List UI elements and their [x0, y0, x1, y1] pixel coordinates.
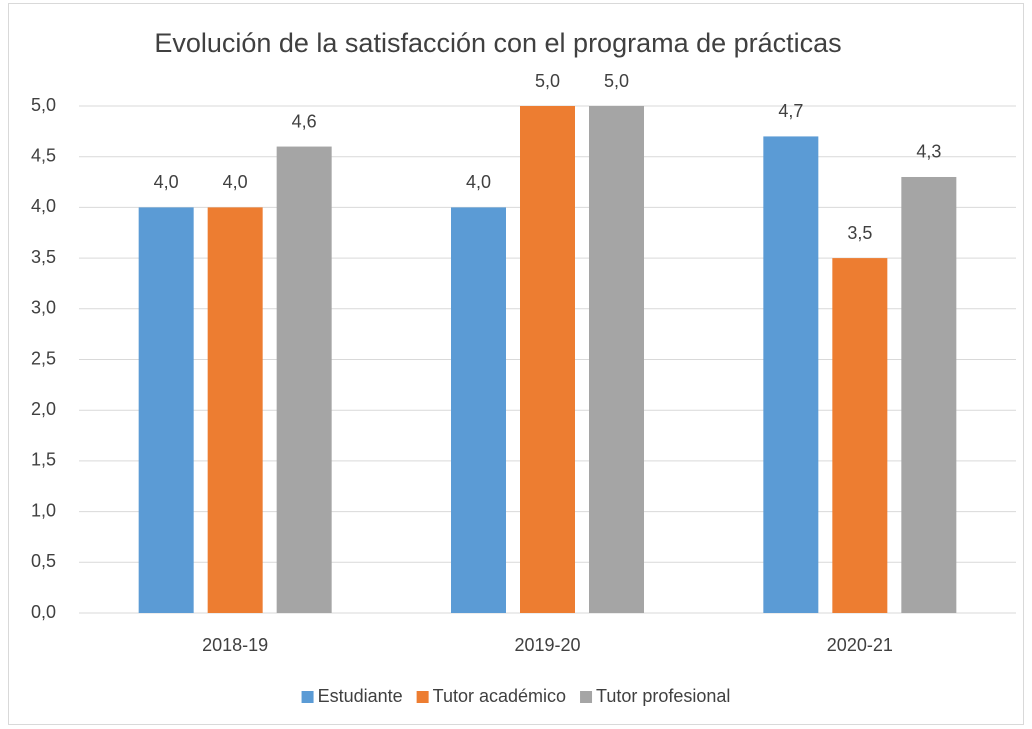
bar	[589, 106, 644, 613]
value-label: 5,0	[604, 71, 629, 91]
bar	[451, 207, 506, 613]
value-label: 4,0	[154, 172, 179, 192]
y-tick-label: 0,5	[31, 551, 56, 571]
bar	[138, 207, 194, 613]
value-label: 4,6	[292, 111, 317, 131]
legend-label: Tutor profesional	[596, 686, 730, 706]
y-tick-label: 3,5	[31, 247, 56, 267]
bar	[520, 106, 575, 613]
value-label: 3,5	[847, 223, 872, 243]
y-tick-label: 2,0	[31, 399, 56, 419]
bar	[207, 207, 263, 613]
x-tick-label: 2019-20	[514, 635, 580, 655]
bar	[763, 136, 819, 614]
legend-label: Estudiante	[318, 686, 403, 706]
y-tick-label: 3,0	[31, 298, 56, 318]
y-tick-label: 4,0	[31, 196, 56, 216]
legend-swatch	[416, 691, 429, 703]
value-label: 4,0	[223, 172, 248, 192]
y-tick-label: 1,0	[31, 500, 56, 520]
value-label: 4,0	[466, 172, 491, 192]
legend-swatch	[580, 691, 593, 703]
x-tick-label: 2018-19	[202, 635, 268, 655]
x-tick-label: 2020-21	[827, 635, 893, 655]
y-tick-label: 0,0	[31, 602, 56, 622]
y-tick-label: 4,5	[31, 145, 56, 165]
value-label: 5,0	[535, 71, 560, 91]
value-label: 4,3	[916, 142, 941, 162]
bar	[901, 176, 957, 614]
legend-swatch	[301, 691, 314, 703]
y-tick-label: 5,0	[31, 95, 56, 115]
y-tick-label: 1,5	[31, 450, 56, 470]
bar	[832, 258, 888, 613]
y-tick-label: 2,5	[31, 348, 56, 368]
legend-label: Tutor académico	[433, 686, 566, 706]
chart-title: Evolución de la satisfacción con el prog…	[154, 28, 841, 58]
value-label: 4,7	[778, 101, 803, 121]
bar	[276, 146, 332, 613]
